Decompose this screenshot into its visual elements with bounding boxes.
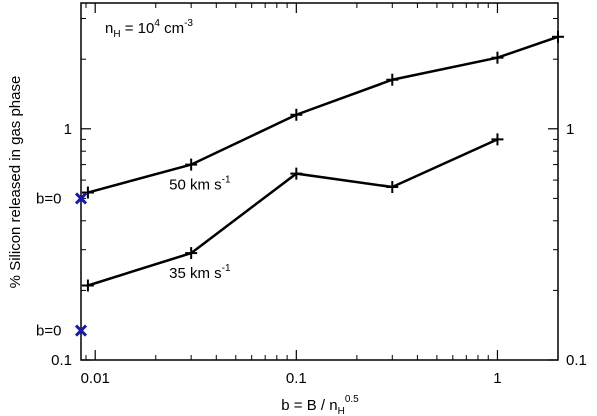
- x-axis-title: b = B / nH0.5: [281, 394, 359, 416]
- b0-cross-marker: [74, 324, 88, 337]
- chart-labels: 50 km s-1 35 km s-1 nH = 104 cm-3 b = B / n…: [7, 18, 359, 416]
- data-point: [290, 108, 303, 121]
- x-tick-label: 0.1: [286, 370, 307, 387]
- data-point: [386, 181, 399, 194]
- series-label-0: 50 km s-1: [169, 175, 231, 194]
- y-tick-label: 0.1: [51, 352, 72, 369]
- data-point: [185, 247, 198, 260]
- y-axis-title: % Silicon released in gas phase: [7, 76, 24, 289]
- axis-ticks: 0.01 0.1 1 0.1 1 0.1 1: [51, 3, 587, 387]
- data-point: [491, 133, 504, 146]
- b0-label: b=0: [36, 323, 61, 340]
- series-line-0: [87, 35, 559, 194]
- y-tick-label-right: 0.1: [566, 352, 587, 369]
- plot-frame: [80, 2, 559, 361]
- data-point: [81, 279, 94, 292]
- data-point: [552, 30, 564, 43]
- data-point: [386, 73, 399, 86]
- data-point: [185, 158, 198, 171]
- data-point: [81, 186, 94, 199]
- x-tick-label: 0.01: [81, 370, 110, 387]
- density-annotation: nH = 104 cm-3: [105, 18, 193, 40]
- y-tick-label: 1: [64, 121, 72, 138]
- b0-cross-marker: [74, 192, 88, 205]
- series-line-1: [87, 138, 498, 287]
- b0-markers: b=0 b=0: [36, 190, 88, 340]
- series-label-1: 35 km s-1: [169, 263, 231, 282]
- y-tick-label-right: 1: [566, 121, 574, 138]
- data-point: [290, 167, 303, 180]
- x-tick-label: 1: [493, 370, 501, 387]
- series-layer: [81, 30, 564, 292]
- data-point: [491, 51, 504, 64]
- b0-label: b=0: [36, 190, 61, 207]
